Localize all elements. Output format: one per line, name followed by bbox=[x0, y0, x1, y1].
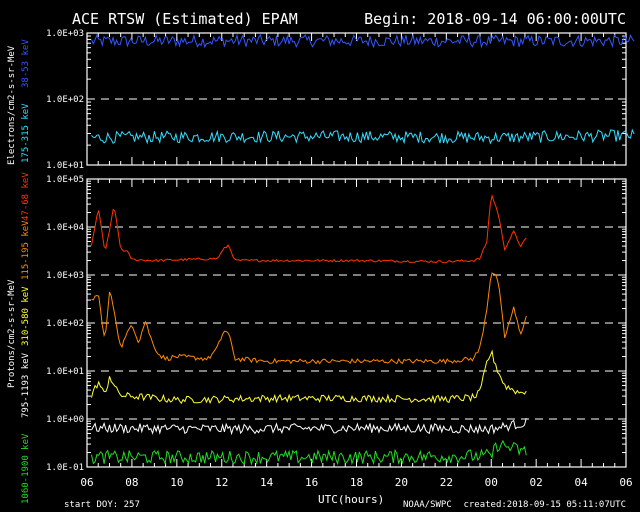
proton-ylabel: Protons/cm2-s-sr-MeV bbox=[7, 279, 17, 388]
electron-legend-group: 175-315 keV 38-53 keV bbox=[21, 39, 31, 163]
series-line-310-580-kev bbox=[91, 349, 527, 405]
series-line-38-53-kev bbox=[91, 33, 635, 49]
x-tick-label: 08 bbox=[125, 476, 138, 489]
y-tick-label: 1.0E+01 bbox=[46, 161, 84, 171]
y-tick-label: 1.0E+02 bbox=[46, 95, 84, 105]
series-line-175-315-kev bbox=[91, 128, 635, 145]
legend-1060-1900: 1060-1900 keV bbox=[21, 433, 31, 504]
source-label: NOAA/SWPC bbox=[403, 500, 452, 510]
x-axis-label: UTC(hours) bbox=[318, 493, 384, 506]
x-tick-label: 12 bbox=[215, 476, 228, 489]
legend-115-195: 115-195 keV bbox=[21, 220, 31, 280]
grid-layer bbox=[87, 98, 626, 420]
y-tick-label: 1.0E+03 bbox=[46, 271, 84, 281]
proton-legend-group: 1060-1900 keV 795-1193 keV 310-580 keV 1… bbox=[21, 172, 31, 504]
x-tick-label: 18 bbox=[350, 476, 363, 489]
series-line-47-68-kev bbox=[91, 193, 527, 264]
start-doy: start DOY: 257 bbox=[64, 500, 140, 510]
tick-layer: 1.0E+01 1.0E+02 1.0E+03 1.0E-01 1.0E+00 1.0E+… bbox=[46, 29, 633, 489]
legend-38-53: 38-53 keV bbox=[21, 39, 31, 88]
y-tick-label: 1.0E+04 bbox=[46, 223, 84, 233]
x-tick-label: 10 bbox=[170, 476, 183, 489]
x-tick-label: 14 bbox=[260, 476, 274, 489]
x-tick-label: 04 bbox=[574, 476, 588, 489]
x-tick-label: 20 bbox=[395, 476, 408, 489]
legend-795-1193: 795-1193 keV bbox=[21, 352, 31, 418]
series-line-1060-1900-kev bbox=[91, 439, 527, 466]
y-tick-label: 1.0E+00 bbox=[46, 415, 84, 425]
proton-ylabel-group: Protons/cm2-s-sr-MeV bbox=[7, 279, 17, 388]
y-tick-label: 1.0E+01 bbox=[46, 367, 84, 377]
chart-title: ACE RTSW (Estimated) EPAM bbox=[72, 10, 298, 28]
x-tick-label: 06 bbox=[80, 476, 93, 489]
x-tick-label: 06 bbox=[619, 476, 632, 489]
series-line-115-195-kev bbox=[91, 272, 527, 365]
y-tick-label: 1.0E+02 bbox=[46, 319, 84, 329]
x-tick-label: 22 bbox=[440, 476, 453, 489]
begin-time: Begin: 2018-09-14 06:00:00UTC bbox=[364, 10, 626, 28]
electron-ylabel-group: Electrons/cm2-s-sr-MeV bbox=[7, 45, 17, 165]
x-tick-label: 00 bbox=[485, 476, 498, 489]
y-tick-label: 1.0E+05 bbox=[46, 175, 84, 185]
series-line-795-1193-kev bbox=[91, 417, 527, 436]
x-tick-label: 16 bbox=[305, 476, 318, 489]
x-tick-label: 02 bbox=[530, 476, 543, 489]
legend-310-580: 310-580 keV bbox=[21, 286, 31, 346]
electron-ylabel: Electrons/cm2-s-sr-MeV bbox=[7, 45, 17, 165]
y-tick-label: 1.0E-01 bbox=[46, 463, 84, 473]
series-layer bbox=[91, 33, 635, 466]
legend-175-315: 175-315 keV bbox=[21, 103, 31, 163]
created-time: created:2018-09-15 05:11:07UTC bbox=[463, 500, 626, 510]
y-tick-label: 1.0E+03 bbox=[46, 29, 84, 39]
legend-47-68: 47-68 keV bbox=[21, 172, 31, 221]
